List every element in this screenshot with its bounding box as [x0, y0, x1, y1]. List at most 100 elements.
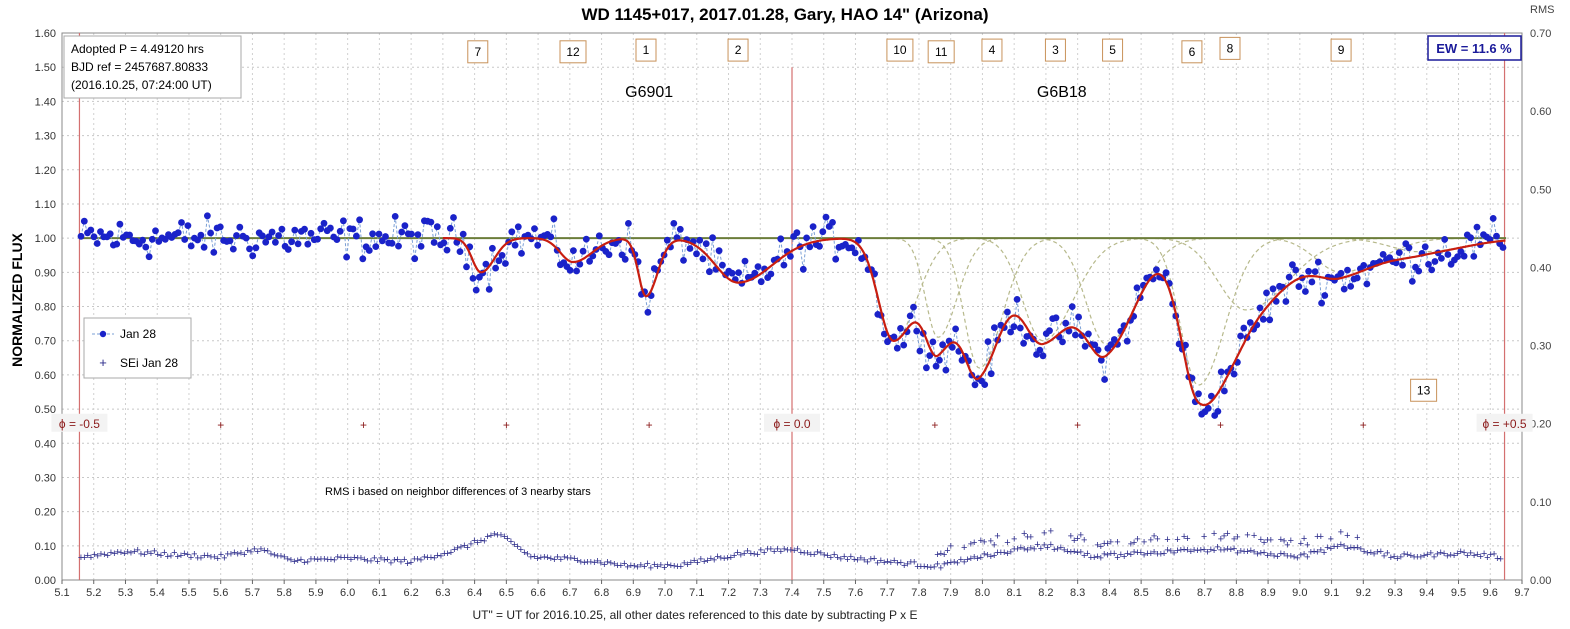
rms-point: + — [1074, 547, 1080, 559]
rms-point: + — [548, 553, 554, 565]
x-tick-label: 7.9 — [943, 587, 958, 599]
flux-point — [816, 242, 823, 250]
flux-point — [1473, 223, 1481, 231]
flux-point — [408, 230, 415, 238]
x-tick-label: 9.3 — [1387, 587, 1402, 599]
flux-point — [1036, 346, 1044, 354]
flux-point — [910, 303, 917, 311]
flux-point — [514, 223, 522, 231]
rms-point: + — [358, 552, 364, 564]
rms-point: + — [628, 560, 634, 572]
flux-point — [1237, 332, 1244, 340]
rms-point: + — [1254, 548, 1260, 560]
rms-point: + — [671, 561, 677, 573]
y2-tick-label: 0.70 — [1530, 28, 1551, 40]
phase-tick-mark: + — [1217, 418, 1224, 432]
rms-point: + — [1414, 551, 1420, 563]
rms-point: + — [1054, 543, 1060, 555]
rms-point: + — [1381, 550, 1387, 562]
flux-point — [456, 248, 464, 256]
flux-point — [1408, 278, 1416, 285]
x-tick-label: 7.8 — [911, 587, 926, 599]
rms-point: + — [1314, 531, 1320, 543]
x-tick-label: 6.7 — [562, 587, 577, 599]
phase-tag-box — [764, 413, 820, 432]
rms-point: + — [714, 551, 720, 563]
flux-point — [1217, 368, 1225, 376]
flux-point — [926, 352, 934, 359]
rms-point: + — [444, 548, 450, 560]
flux-point — [87, 226, 95, 234]
flux-point — [670, 220, 678, 227]
rms-point: + — [1068, 531, 1074, 543]
flux-point — [369, 230, 376, 238]
y2-tick-label: 0.60 — [1530, 106, 1551, 118]
flux-point — [511, 241, 519, 249]
rms-point: + — [384, 554, 390, 566]
flux-point — [897, 325, 904, 332]
rms-point: + — [1278, 534, 1284, 546]
ew-label: EW = 11.6 % — [1436, 41, 1512, 56]
rms-point: + — [431, 552, 437, 564]
rms-point: + — [121, 548, 127, 560]
rms-point: + — [368, 556, 374, 568]
rms-point: + — [1124, 548, 1130, 560]
rms-point: + — [488, 530, 494, 542]
flux-point — [1195, 390, 1202, 398]
rms-point: + — [1248, 545, 1254, 557]
flux-point — [502, 260, 509, 267]
rms-point: + — [1218, 545, 1224, 557]
rms-point: + — [298, 554, 304, 566]
rms-point: + — [311, 553, 317, 565]
rms-point: + — [971, 552, 977, 564]
flux-point — [1230, 370, 1238, 378]
y-tick-label: 0.70 — [35, 336, 56, 348]
x-tick-label: 8.2 — [1038, 587, 1053, 599]
flux-point — [1101, 376, 1108, 383]
rms-point: + — [478, 535, 484, 547]
flux-point — [320, 219, 328, 227]
flux-point — [1292, 266, 1300, 274]
rms-point: + — [694, 557, 700, 569]
y-tick-label: 1.00 — [35, 233, 56, 245]
rms-point: + — [228, 549, 234, 561]
rms-point: + — [631, 561, 637, 573]
rms-point: + — [608, 558, 614, 570]
rms-point: + — [754, 549, 760, 561]
rms-point: + — [1218, 534, 1224, 546]
flux-point — [391, 213, 399, 220]
rms-point: + — [938, 548, 944, 560]
flux-point — [116, 220, 124, 228]
rms-point: + — [1088, 552, 1094, 564]
rms-point: + — [381, 555, 387, 567]
rms-point: + — [1318, 544, 1324, 556]
flux-point — [77, 232, 85, 240]
rms-point: + — [1371, 549, 1377, 561]
dip-label-9: 9 — [1338, 43, 1345, 57]
rms-point: + — [1198, 544, 1204, 556]
flux-point — [981, 381, 989, 388]
rms-point: + — [568, 552, 574, 564]
y-tick-label: 0.20 — [35, 507, 56, 519]
flux-point — [595, 232, 603, 240]
rms-point: + — [578, 557, 584, 569]
flux-point — [178, 219, 185, 226]
rms-point: + — [1354, 542, 1360, 554]
x-tick-label: 7.0 — [657, 587, 672, 599]
flux-point — [181, 236, 189, 243]
flux-point — [210, 249, 218, 256]
rms-point: + — [1251, 530, 1257, 542]
rms-point: + — [864, 556, 870, 568]
flux-point — [288, 238, 295, 246]
flux-point — [233, 232, 240, 239]
flux-point — [139, 236, 147, 244]
rms-point: + — [911, 557, 917, 569]
x-tick-label: 7.2 — [721, 587, 736, 599]
flux-point — [1214, 408, 1222, 415]
flux-point — [411, 255, 419, 263]
rms-point: + — [188, 552, 194, 564]
rms-point: + — [354, 553, 360, 565]
rms-point: + — [331, 554, 337, 566]
rms-point: + — [1434, 548, 1440, 560]
rms-point: + — [181, 548, 187, 560]
